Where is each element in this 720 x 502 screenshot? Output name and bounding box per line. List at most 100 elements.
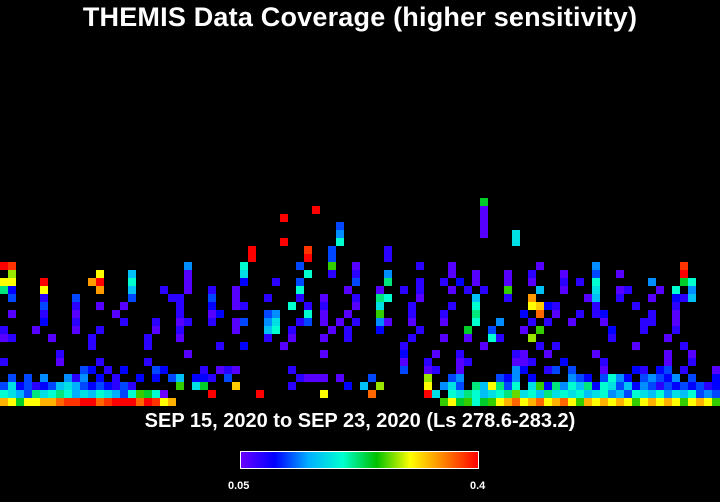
heatmap-cell xyxy=(456,382,464,390)
heatmap-cell xyxy=(600,310,608,318)
heatmap-cell xyxy=(672,302,680,310)
heatmap-cell xyxy=(56,358,64,366)
heatmap-cell xyxy=(24,374,32,382)
heatmap-cell xyxy=(712,390,720,398)
heatmap-cell xyxy=(288,302,296,310)
heatmap-cell xyxy=(472,270,480,278)
heatmap-cell xyxy=(8,286,16,294)
colorbar-min-label: 0.05 xyxy=(228,480,250,492)
heatmap-cell xyxy=(504,382,512,390)
heatmap-cell xyxy=(440,310,448,318)
heatmap-cell xyxy=(56,350,64,358)
heatmap-cell xyxy=(616,374,624,382)
heatmap-cell xyxy=(464,398,472,406)
heatmap-cell xyxy=(712,374,720,382)
heatmap-cell xyxy=(560,390,568,398)
heatmap-cell xyxy=(544,318,552,326)
heatmap-cell xyxy=(480,214,488,222)
heatmap-cell xyxy=(560,358,568,366)
heatmap-cell xyxy=(104,366,112,374)
heatmap-cell xyxy=(640,374,648,382)
heatmap-cell xyxy=(344,382,352,390)
heatmap-cell xyxy=(96,398,104,406)
heatmap-cell xyxy=(296,294,304,302)
heatmap-cell xyxy=(0,286,8,294)
heatmap-cell xyxy=(640,366,648,374)
heatmap-cell xyxy=(408,302,416,310)
heatmap-cell xyxy=(88,366,96,374)
heatmap-cell xyxy=(200,382,208,390)
heatmap-cell xyxy=(648,310,656,318)
heatmap-cell xyxy=(344,334,352,342)
heatmap-cell xyxy=(240,318,248,326)
heatmap-cell xyxy=(456,390,464,398)
heatmap-cell xyxy=(160,398,168,406)
heatmap-cell xyxy=(56,398,64,406)
heatmap-cell xyxy=(664,374,672,382)
heatmap-cell xyxy=(216,366,224,374)
heatmap-cell xyxy=(704,398,712,406)
heatmap-cell xyxy=(592,278,600,286)
heatmap-cell xyxy=(168,374,176,382)
heatmap-cell xyxy=(304,270,312,278)
heatmap-cell xyxy=(32,382,40,390)
heatmap-cell xyxy=(712,398,720,406)
heatmap-cell xyxy=(672,318,680,326)
heatmap-cell xyxy=(496,398,504,406)
heatmap-cell xyxy=(600,366,608,374)
heatmap-cell xyxy=(184,278,192,286)
heatmap-cell xyxy=(376,318,384,326)
heatmap-cell xyxy=(568,318,576,326)
heatmap-cell xyxy=(512,382,520,390)
heatmap-cell xyxy=(656,398,664,406)
heatmap-cell xyxy=(384,294,392,302)
heatmap-cell xyxy=(544,390,552,398)
heatmap-cell xyxy=(40,278,48,286)
heatmap-cell xyxy=(224,374,232,382)
heatmap-cell xyxy=(0,326,8,334)
heatmap-cell xyxy=(664,350,672,358)
heatmap-cell xyxy=(8,310,16,318)
heatmap-cell xyxy=(96,374,104,382)
heatmap-cell xyxy=(648,278,656,286)
heatmap-cell xyxy=(512,366,520,374)
heatmap-cell xyxy=(480,230,488,238)
heatmap-cell xyxy=(272,326,280,334)
heatmap-cell xyxy=(304,254,312,262)
heatmap-cell xyxy=(104,398,112,406)
heatmap-cell xyxy=(640,398,648,406)
heatmap-cell xyxy=(616,390,624,398)
heatmap-cell xyxy=(528,302,536,310)
heatmap-cell xyxy=(368,374,376,382)
heatmap-cell xyxy=(240,342,248,350)
heatmap-cell xyxy=(616,382,624,390)
heatmap-cell xyxy=(440,382,448,390)
heatmap-cell xyxy=(112,374,120,382)
heatmap-cell xyxy=(128,270,136,278)
heatmap-cell xyxy=(576,398,584,406)
heatmap-cell xyxy=(568,382,576,390)
heatmap-cell xyxy=(448,270,456,278)
heatmap-cell xyxy=(344,310,352,318)
heatmap-cell xyxy=(480,390,488,398)
heatmap-cell xyxy=(208,294,216,302)
heatmap-cell xyxy=(576,382,584,390)
heatmap-cell xyxy=(464,334,472,342)
heatmap-cell xyxy=(680,390,688,398)
heatmap-cell xyxy=(120,366,128,374)
heatmap-cell xyxy=(160,390,168,398)
heatmap-cell xyxy=(232,318,240,326)
heatmap-cell xyxy=(152,366,160,374)
heatmap-cell xyxy=(536,286,544,294)
heatmap-cell xyxy=(552,390,560,398)
heatmap-cell xyxy=(8,334,16,342)
heatmap-cell xyxy=(552,382,560,390)
heatmap-cell xyxy=(656,366,664,374)
heatmap-cell xyxy=(320,334,328,342)
heatmap-cell xyxy=(496,382,504,390)
heatmap-cell xyxy=(576,310,584,318)
heatmap-cell xyxy=(120,318,128,326)
heatmap-cell xyxy=(120,382,128,390)
heatmap-cell xyxy=(264,326,272,334)
heatmap-cell xyxy=(176,302,184,310)
